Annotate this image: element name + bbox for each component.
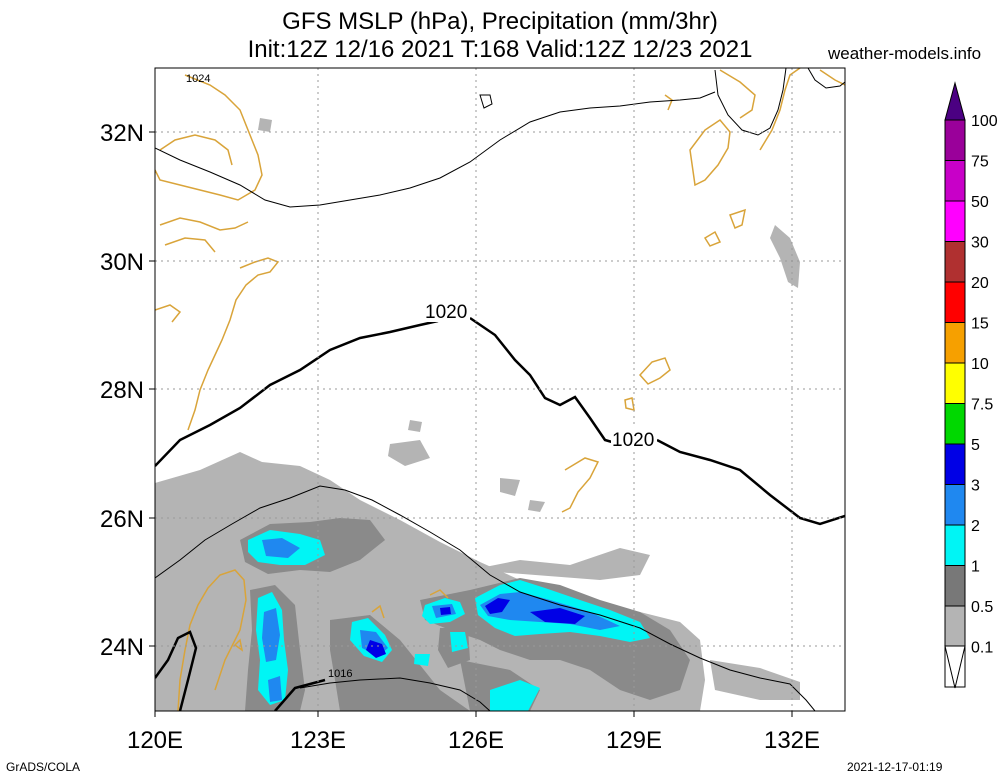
colorbar-label: 1 xyxy=(971,559,980,576)
colorbar-label: 2 xyxy=(971,518,980,535)
lon-label-126e: 126E xyxy=(448,727,504,754)
longitude-labels: 120E 123E 126E 129E 132E xyxy=(127,727,820,754)
isobar-label-main-left: 1020 xyxy=(425,302,467,323)
footer-software: GrADS/COLA xyxy=(6,760,81,774)
colorbar-label: 20 xyxy=(971,275,989,292)
colorbar-label: 3 xyxy=(971,478,980,495)
colorbar-label: 30 xyxy=(971,235,989,252)
colorbar-swatch xyxy=(944,565,966,607)
latitude-labels: 32N 30N 28N 26N 24N xyxy=(100,120,144,661)
lat-label-30n: 30N xyxy=(100,249,144,276)
colorbar-swatch xyxy=(944,160,966,202)
colorbar-label: 100 xyxy=(971,113,998,130)
colorbar-swatch xyxy=(944,524,966,566)
colorbar-swatch xyxy=(944,403,966,445)
map-plot-area: 1020 1020 1024 1016 xyxy=(155,68,845,711)
colorbar-label: 50 xyxy=(971,194,989,211)
lon-label-129e: 129E xyxy=(606,727,662,754)
colorbar-label: 15 xyxy=(971,316,989,333)
colorbar-label: 10 xyxy=(971,356,989,373)
colorbar-swatch xyxy=(944,241,966,283)
colorbar-top-arrow xyxy=(944,81,966,121)
isobar-label-top: 1024 xyxy=(186,73,210,85)
colorbar-label: 7.5 xyxy=(971,397,993,414)
chart-title: GFS MSLP (hPa), Precipitation (mm/3hr) xyxy=(282,8,718,35)
colorbar-label: 75 xyxy=(971,154,989,171)
isobar-label-main-right: 1020 xyxy=(612,430,654,451)
lat-label-24n: 24N xyxy=(100,634,144,661)
grid-lines xyxy=(155,68,845,711)
colorbar-label: 0.5 xyxy=(971,599,993,616)
footer-timestamp: 2021-12-17-01:19 xyxy=(847,760,943,774)
lat-label-32n: 32N xyxy=(100,120,144,147)
axis-ticks xyxy=(149,131,793,717)
colorbar-swatch xyxy=(944,605,966,647)
lon-label-120e: 120E xyxy=(127,727,183,754)
colorbar-swatch xyxy=(944,484,966,526)
chart-subtitle: Init:12Z 12/16 2021 T:168 Valid:12Z 12/2… xyxy=(247,36,753,63)
site-name: weather-models.info xyxy=(828,44,982,63)
isobar-thin-layer xyxy=(155,68,845,711)
colorbar-labels: 100 75 50 30 20 15 10 7.5 5 3 2 1 0.5 0.1 xyxy=(971,113,998,657)
lat-label-26n: 26N xyxy=(100,506,144,533)
isobar-bold-layer xyxy=(155,316,845,711)
colorbar-swatch xyxy=(944,119,966,161)
lat-label-28n: 28N xyxy=(100,377,144,404)
colorbar: 100 75 50 30 20 15 10 7.5 5 3 2 1 0.5 0.1 xyxy=(944,81,998,689)
colorbar-label: 0.1 xyxy=(971,640,993,657)
colorbar-swatch xyxy=(944,200,966,242)
colorbar-swatch xyxy=(944,443,966,485)
isobar-label-bottom: 1016 xyxy=(328,668,352,680)
colorbar-swatch xyxy=(944,322,966,364)
lon-label-123e: 123E xyxy=(290,727,346,754)
lon-label-132e: 132E xyxy=(764,727,820,754)
colorbar-bottom-arrow xyxy=(944,645,966,689)
colorbar-label: 5 xyxy=(971,437,980,454)
precip-darkblue-layer xyxy=(366,598,585,658)
colorbar-swatch xyxy=(944,281,966,323)
coastline-layer xyxy=(155,68,845,711)
isobar-labels: 1020 1020 1024 1016 xyxy=(186,73,657,680)
colorbar-swatch xyxy=(944,362,966,404)
colorbar-boxes xyxy=(944,119,966,688)
